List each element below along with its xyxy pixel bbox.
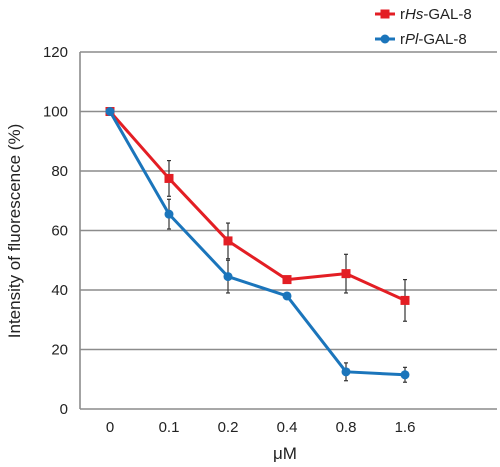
- legend-label-prefix: r: [400, 6, 405, 23]
- y-tick-label: 20: [51, 342, 68, 359]
- data-point: [341, 367, 351, 377]
- x-tick-label: 1.6: [395, 419, 416, 436]
- grid-lines: [80, 51, 497, 351]
- data-point: [400, 295, 410, 305]
- x-tick-label: 0.2: [218, 419, 239, 436]
- legend-label-species: Pl: [405, 31, 419, 48]
- data-point: [164, 209, 174, 219]
- axes: [79, 52, 497, 410]
- legend-marker: [380, 9, 390, 19]
- x-tick-labels: 0 0.1 0.2 0.4 0.8 1.6: [106, 419, 416, 436]
- series-layer: [105, 107, 410, 383]
- series-line: [108, 110, 406, 377]
- legend-item: rPl-GAL-8: [375, 31, 467, 48]
- series-1: [105, 107, 410, 322]
- y-tick-label: 0: [60, 401, 68, 418]
- data-point: [164, 173, 174, 183]
- legend-label-species: Hs: [405, 6, 424, 23]
- x-tick-label: 0.1: [159, 419, 180, 436]
- legend-marker: [380, 34, 390, 44]
- y-tick-label: 100: [43, 104, 68, 121]
- y-tick-label: 80: [51, 163, 68, 180]
- data-point: [223, 236, 233, 246]
- x-tick-label: 0.8: [336, 419, 357, 436]
- y-axis-title: Intensity of fluorescence (%): [5, 124, 24, 338]
- series-line: [108, 110, 406, 302]
- y-tick-labels: 0 20 40 60 80 100 120: [43, 44, 68, 418]
- x-axis-title: μM: [273, 444, 297, 463]
- data-point: [282, 275, 292, 285]
- y-tick-label: 40: [51, 282, 68, 299]
- series-2: [105, 107, 410, 383]
- legend-item: rHs-GAL-8: [375, 6, 472, 23]
- data-point: [400, 370, 410, 380]
- data-point: [341, 269, 351, 279]
- data-point: [282, 291, 292, 301]
- legend-label: rHs-GAL-8: [400, 6, 472, 23]
- legend-label-suffix: -GAL-8: [423, 6, 471, 23]
- legend-label-prefix: r: [400, 31, 405, 48]
- legend-label-suffix: -GAL-8: [418, 31, 466, 48]
- data-point: [105, 107, 115, 116]
- data-point: [223, 272, 233, 282]
- y-tick-label: 60: [51, 223, 68, 240]
- y-tick-label: 120: [43, 44, 68, 61]
- legend-label: rPl-GAL-8: [400, 31, 467, 48]
- x-tick-label: 0.4: [277, 419, 298, 436]
- x-tick-label: 0: [106, 419, 114, 436]
